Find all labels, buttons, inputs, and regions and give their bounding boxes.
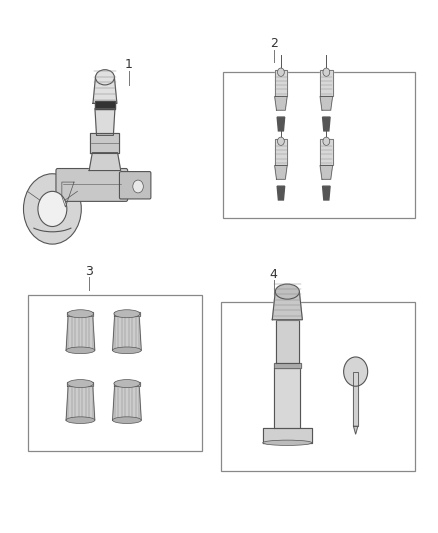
Polygon shape [275,165,287,179]
Bar [223,72,414,218]
Polygon shape [320,96,332,110]
Polygon shape [275,96,287,110]
Polygon shape [113,316,141,350]
Polygon shape [67,312,93,316]
Polygon shape [322,186,330,200]
Polygon shape [275,139,287,165]
Polygon shape [66,316,95,350]
Ellipse shape [95,70,114,85]
Polygon shape [276,320,299,363]
Polygon shape [320,139,332,165]
Ellipse shape [263,440,312,446]
Polygon shape [272,292,302,320]
Polygon shape [320,165,332,179]
Polygon shape [95,109,115,135]
Ellipse shape [67,379,93,387]
Polygon shape [62,182,74,207]
Polygon shape [114,382,140,385]
Polygon shape [93,77,117,103]
Circle shape [323,68,330,76]
Polygon shape [66,385,95,420]
Polygon shape [113,385,141,420]
Text: 3: 3 [85,265,92,278]
Circle shape [38,191,67,227]
Ellipse shape [67,310,93,318]
Polygon shape [95,101,115,109]
Ellipse shape [114,379,140,387]
Polygon shape [277,186,285,200]
Polygon shape [67,382,93,385]
Bar [221,302,414,471]
Bar [28,295,202,451]
Polygon shape [320,70,332,96]
Circle shape [344,357,367,386]
Polygon shape [263,428,312,443]
Polygon shape [91,133,120,152]
Ellipse shape [66,347,95,353]
Ellipse shape [113,347,141,353]
Circle shape [133,180,143,193]
Text: 4: 4 [270,268,278,281]
Ellipse shape [276,284,299,299]
Circle shape [24,174,81,244]
Polygon shape [89,152,121,171]
Polygon shape [274,368,300,428]
Circle shape [278,137,284,146]
Polygon shape [353,372,358,426]
Circle shape [323,137,330,146]
Polygon shape [275,70,287,96]
Ellipse shape [114,310,140,318]
Polygon shape [277,117,285,131]
Text: 1: 1 [125,58,133,71]
Polygon shape [274,363,301,368]
Circle shape [278,68,284,76]
FancyBboxPatch shape [120,172,151,199]
FancyBboxPatch shape [56,168,127,201]
Ellipse shape [113,417,141,424]
Text: 2: 2 [270,37,278,51]
Polygon shape [353,426,358,434]
Ellipse shape [66,417,95,424]
Polygon shape [114,312,140,316]
Polygon shape [322,117,330,131]
